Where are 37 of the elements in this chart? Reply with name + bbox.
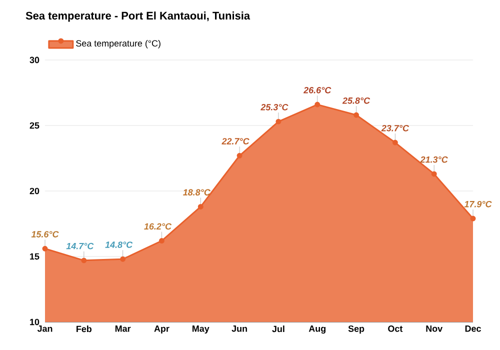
x-tick-label: Dec [465, 326, 481, 332]
x-tick-label: Aug [308, 326, 326, 334]
y-tick-label: 20 [30, 188, 40, 194]
x-tick-label: Oct [388, 326, 403, 332]
data-label: 14.7°C [66, 242, 94, 250]
point [431, 171, 437, 177]
point [236, 152, 242, 158]
x-tick-label: Jan [37, 326, 52, 332]
data-label: 16.2°C [144, 223, 172, 230]
x-tick-label: Apr [154, 326, 170, 334]
x-tick-label: Mar [115, 326, 131, 332]
y-tick-label: 10 [30, 318, 40, 326]
x-tick-label: Jul [272, 326, 284, 332]
y-tick-label: 30 [30, 56, 40, 64]
x-tick-label: May [192, 326, 210, 334]
x-tick-label: Sep [348, 326, 364, 334]
data-label: 14.8°C [105, 242, 133, 248]
data-label: 23.7°C [381, 124, 410, 132]
chart-title: Sea temperature - Port El Kantaoui, Tunisia [26, 12, 250, 22]
x-tick-label: Nov [426, 326, 443, 332]
legend-label: Sea temperature (°C) [76, 40, 160, 48]
data-label: 21.3°C [420, 156, 448, 163]
point [276, 118, 282, 124]
data-label: 25.3°C [260, 104, 288, 110]
point [354, 112, 360, 118]
point [392, 140, 398, 146]
data-label: 15.6°C [31, 231, 59, 238]
data-label: 17.9°C [464, 200, 492, 208]
x-tick-label: Feb [76, 326, 92, 332]
data-label: 25.8°C [342, 97, 370, 104]
data-label: 26.6°C [303, 86, 332, 94]
y-tick-label: 25 [30, 122, 40, 129]
y-tick-label: 15 [30, 253, 40, 260]
data-label: 18.8°C [183, 189, 210, 196]
data-label: 22.7°C [222, 138, 250, 144]
point [314, 102, 320, 108]
x-tick-label: Jun [232, 326, 247, 332]
